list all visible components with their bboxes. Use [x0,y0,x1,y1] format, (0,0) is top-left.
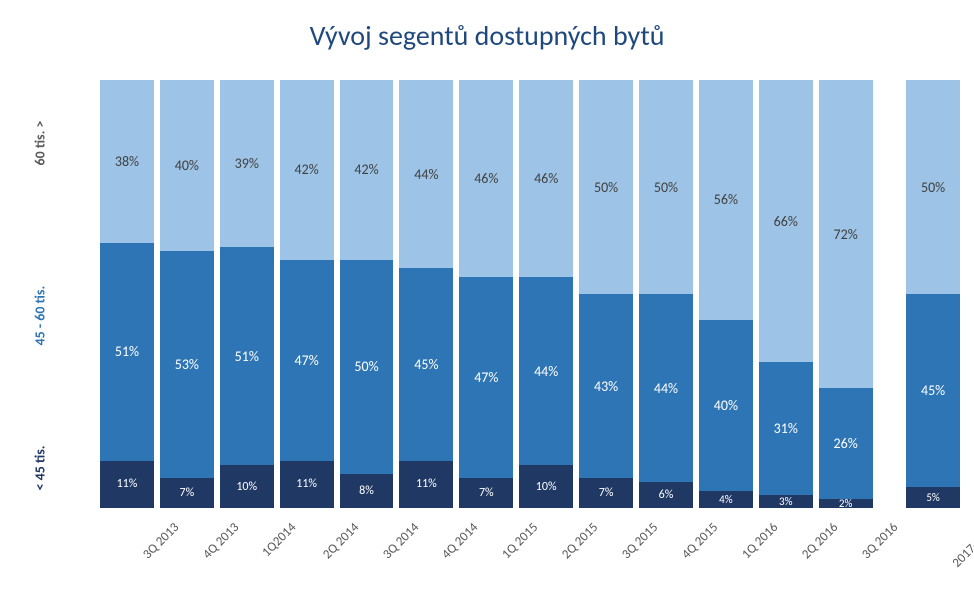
bar-segment: 10% [220,465,274,508]
bar: 40%53%7% [160,80,214,508]
bar: 46%44%10% [519,80,573,508]
bar: 66%31%3% [759,80,813,508]
bar-segment: 50% [906,80,960,294]
bar-segment: 38% [100,80,154,243]
bar-segment: 10% [519,465,573,508]
bar-segment: 11% [280,461,334,508]
bar-segment: 50% [579,80,633,294]
bar: 42%50%8% [340,80,394,508]
bar-segment: 40% [699,320,753,491]
bar-segment: 51% [220,247,274,465]
bar: 44%45%11% [399,80,453,508]
bar-segment: 45% [399,268,453,461]
y-axis-label: 60 tis. > [32,121,49,166]
bar-segment: 11% [399,461,453,508]
bar: 56%40%4% [699,80,753,508]
y-axis-label: 45 - 60 tis. [32,286,49,346]
y-axis: < 45 tis. 45 - 60 tis. 60 tis. > [0,80,90,508]
bar: 39%51%10% [220,80,274,508]
chart-plot-area: 38%51%11%40%53%7%39%51%10%42%47%11%42%50… [100,80,960,508]
bar: 46%47%7% [459,80,513,508]
bar-segment: 8% [340,474,394,508]
bar-segment: 7% [459,478,513,508]
bar-segment: 39% [220,80,274,247]
x-axis-label: 2017-2018 [950,520,974,571]
bar-segment: 51% [100,243,154,461]
bar-segment: 50% [340,260,394,474]
bar-segment: 47% [459,277,513,478]
bar-segment: 56% [699,80,753,320]
bar-segment: 72% [819,80,873,388]
x-axis-labels: 3Q 20134Q 20131Q20142Q 20143Q 20144Q 201… [100,508,960,598]
bar-segment: 40% [160,80,214,251]
bar-segment: 2% [819,499,873,508]
bar: 38%51%11% [100,80,154,508]
bar-segment: 43% [579,294,633,478]
bar: 72%26%2% [819,80,873,508]
bar-segment: 42% [340,80,394,260]
bar-segment: 7% [160,478,214,508]
y-axis-label: < 45 tis. [32,446,49,491]
bar-segment: 46% [459,80,513,277]
bar-segment: 44% [519,277,573,465]
bar-segment: 45% [906,294,960,487]
bar-segment: 5% [906,487,960,508]
bar-segment: 47% [280,260,334,461]
bar-segment: 53% [160,251,214,478]
bar-segment: 66% [759,80,813,362]
bar-segment: 6% [639,482,693,508]
bar-segment: 42% [280,80,334,260]
bar-segment: 4% [699,491,753,508]
bar-segment: 50% [639,80,693,294]
bar: 50%44%6% [639,80,693,508]
bar: 42%47%11% [280,80,334,508]
bar-segment: 26% [819,388,873,499]
bar-segment: 46% [519,80,573,277]
bar-segment: 31% [759,362,813,495]
bar-segment: 44% [399,80,453,268]
bar-segment: 44% [639,294,693,482]
bar-segment: 3% [759,495,813,508]
bar: 50%45%5% [906,80,960,508]
bar-segment: 7% [579,478,633,508]
chart-title: Vývoj segentů dostupných bytů [0,0,974,63]
bar: 50%43%7% [579,80,633,508]
bar-segment: 11% [100,461,154,508]
